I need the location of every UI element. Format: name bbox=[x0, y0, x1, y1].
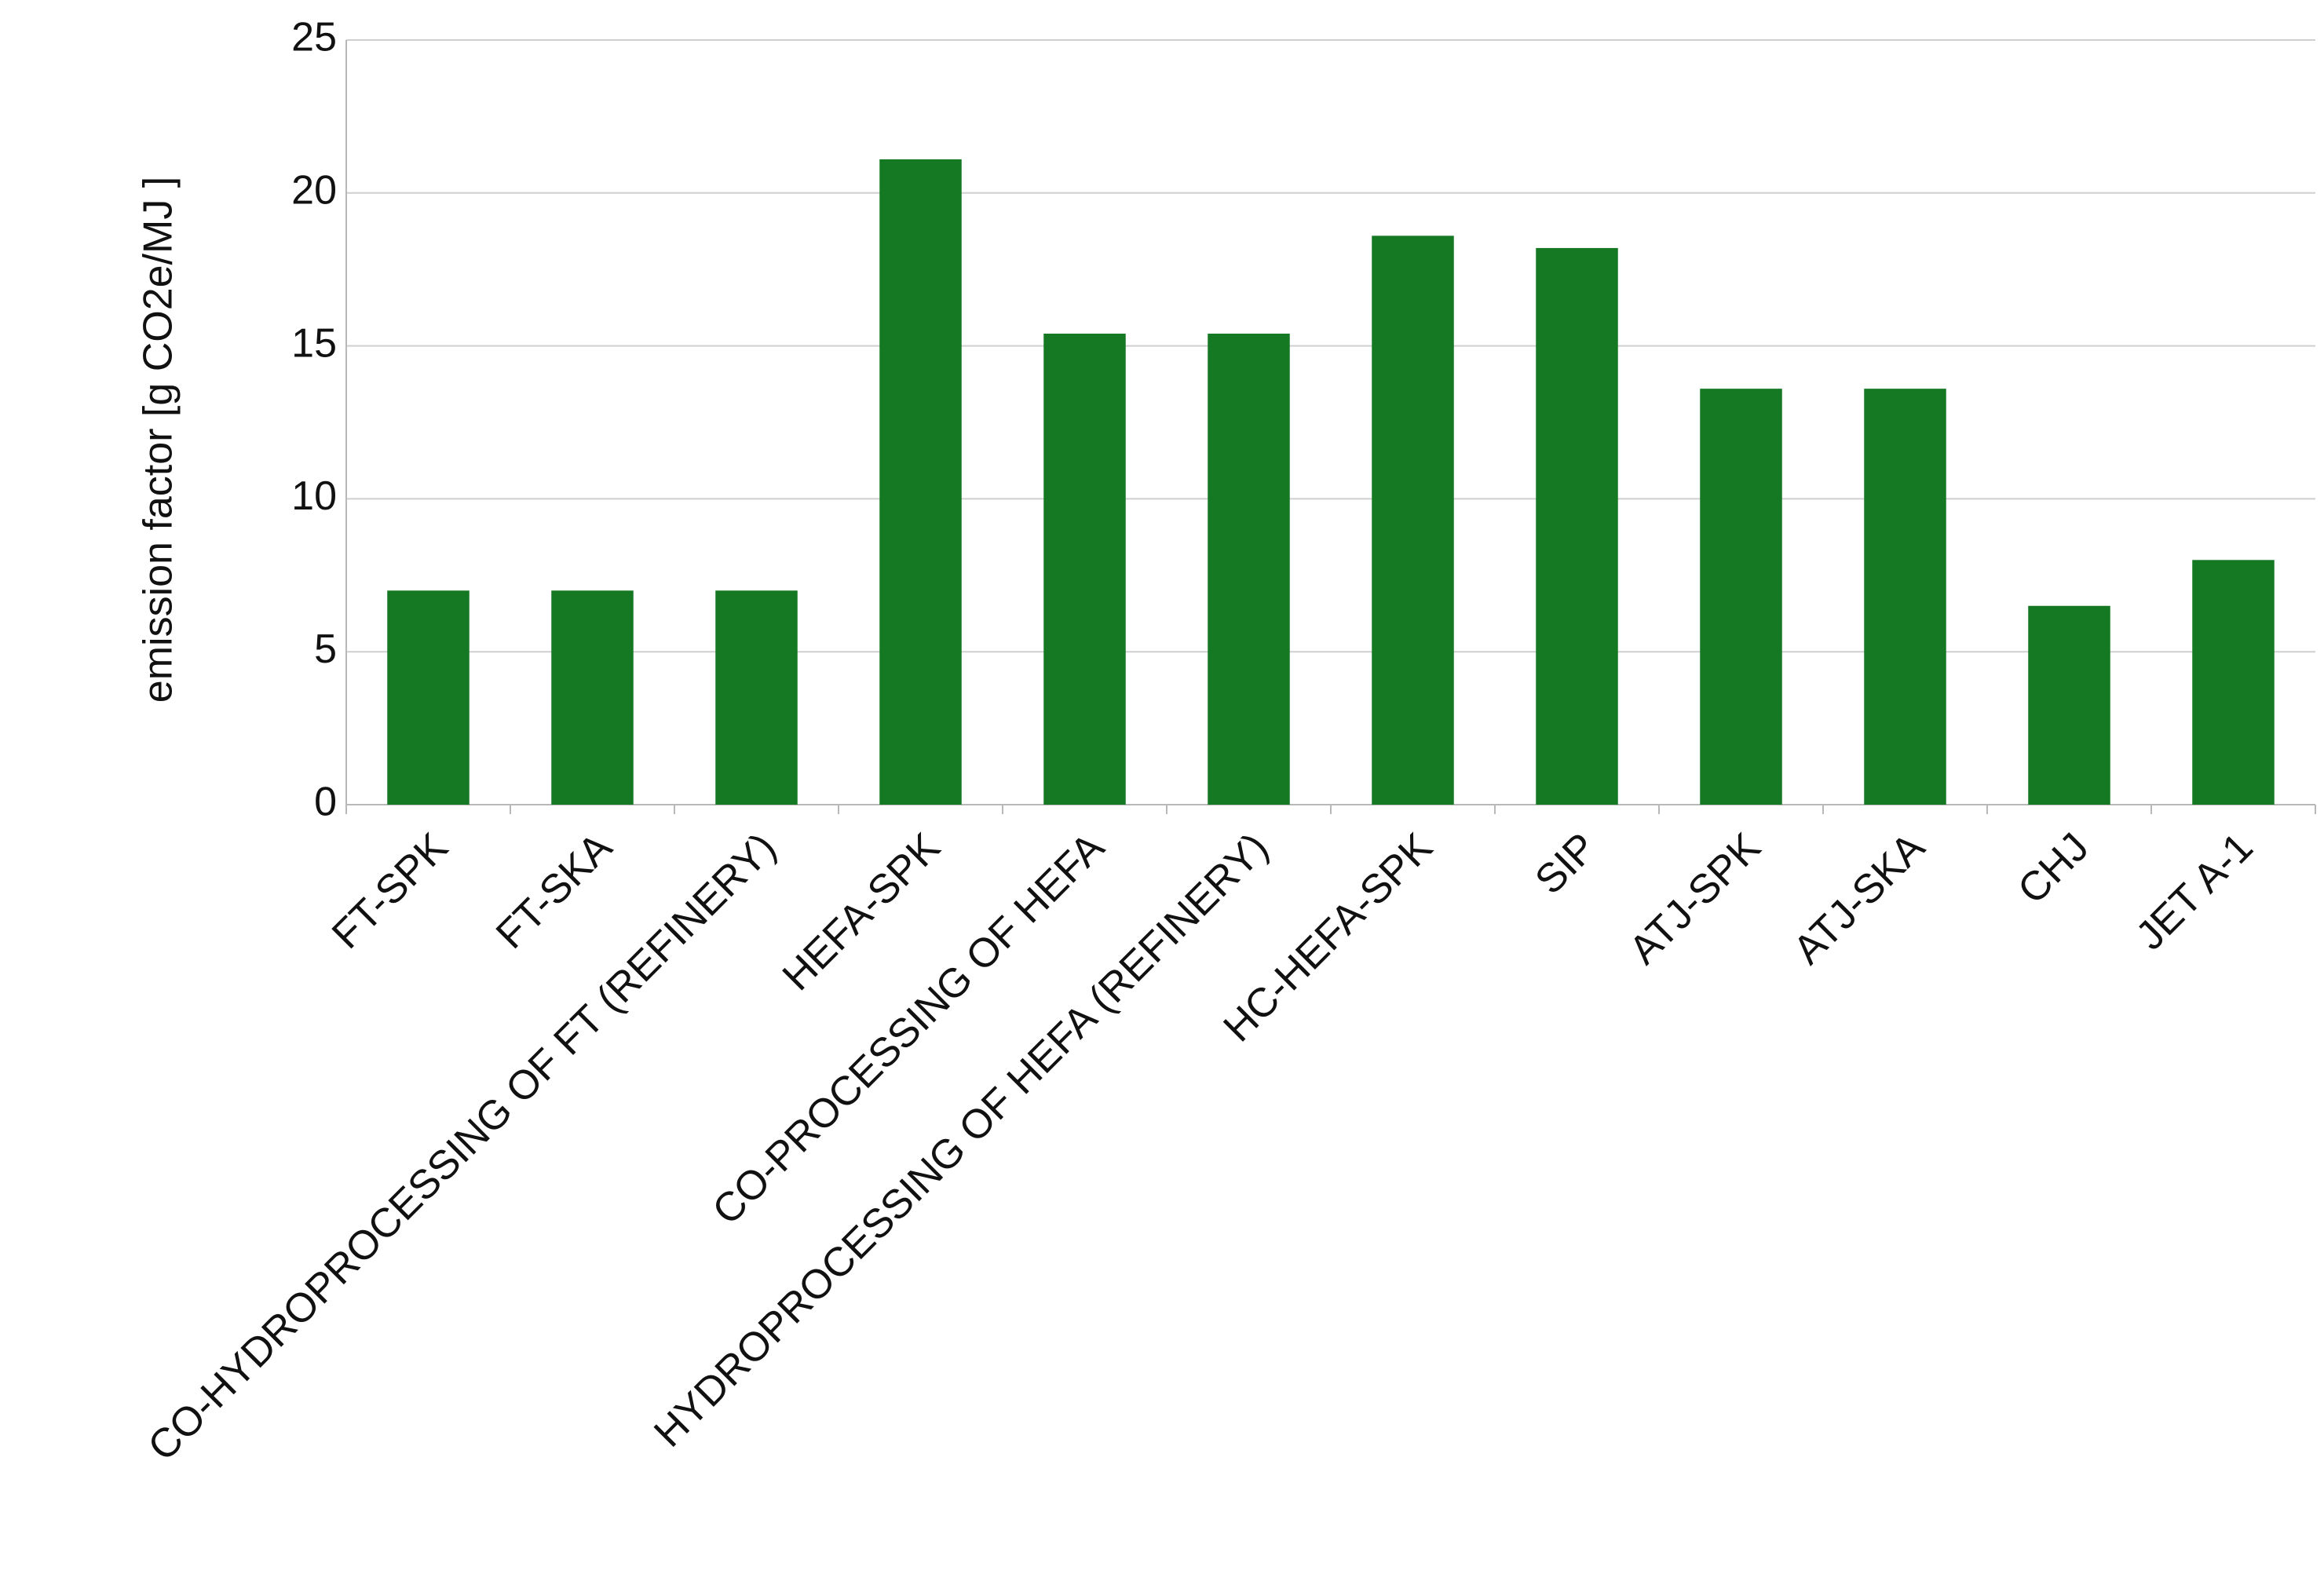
y-tick-label: 25 bbox=[291, 15, 337, 60]
x-tick-label: HYDROPROCESSING OF HEFA (REFINERY) bbox=[645, 824, 1277, 1455]
bar bbox=[1372, 236, 1454, 805]
bar bbox=[551, 590, 634, 805]
bar bbox=[1864, 389, 1946, 805]
bar bbox=[715, 590, 798, 805]
y-tick-label: 20 bbox=[291, 168, 337, 214]
y-tick-label: 5 bbox=[314, 626, 337, 672]
bar bbox=[1208, 334, 1290, 805]
x-tick-label: FT-SPK bbox=[323, 824, 457, 958]
x-tick-label: ATJ-SPK bbox=[1621, 824, 1770, 973]
y-tick-label: 15 bbox=[291, 320, 337, 366]
y-tick-label: 10 bbox=[291, 473, 337, 519]
bar bbox=[387, 590, 470, 805]
bar bbox=[2192, 560, 2275, 805]
x-tick-label: CO-HYDROPROCESSING OF FT (REFINERY) bbox=[140, 824, 785, 1470]
x-tick-label: SIP bbox=[1526, 824, 1605, 903]
bar bbox=[1043, 334, 1126, 805]
bar bbox=[1536, 247, 1618, 805]
x-tick-label: CHJ bbox=[2009, 824, 2098, 913]
bar bbox=[1700, 389, 1782, 805]
y-tick-label: 0 bbox=[314, 780, 337, 825]
x-tick-label: HEFA-SPK bbox=[774, 824, 949, 999]
x-tick-label: ATJ-SKA bbox=[1785, 824, 1934, 973]
x-tick-label: JET A-1 bbox=[2128, 824, 2262, 959]
y-axis-title: emission factor [g CO2e/MJ ] bbox=[136, 177, 181, 703]
x-tick-label: FT-SKA bbox=[488, 824, 621, 958]
bar bbox=[879, 159, 962, 805]
bar bbox=[2028, 605, 2110, 805]
